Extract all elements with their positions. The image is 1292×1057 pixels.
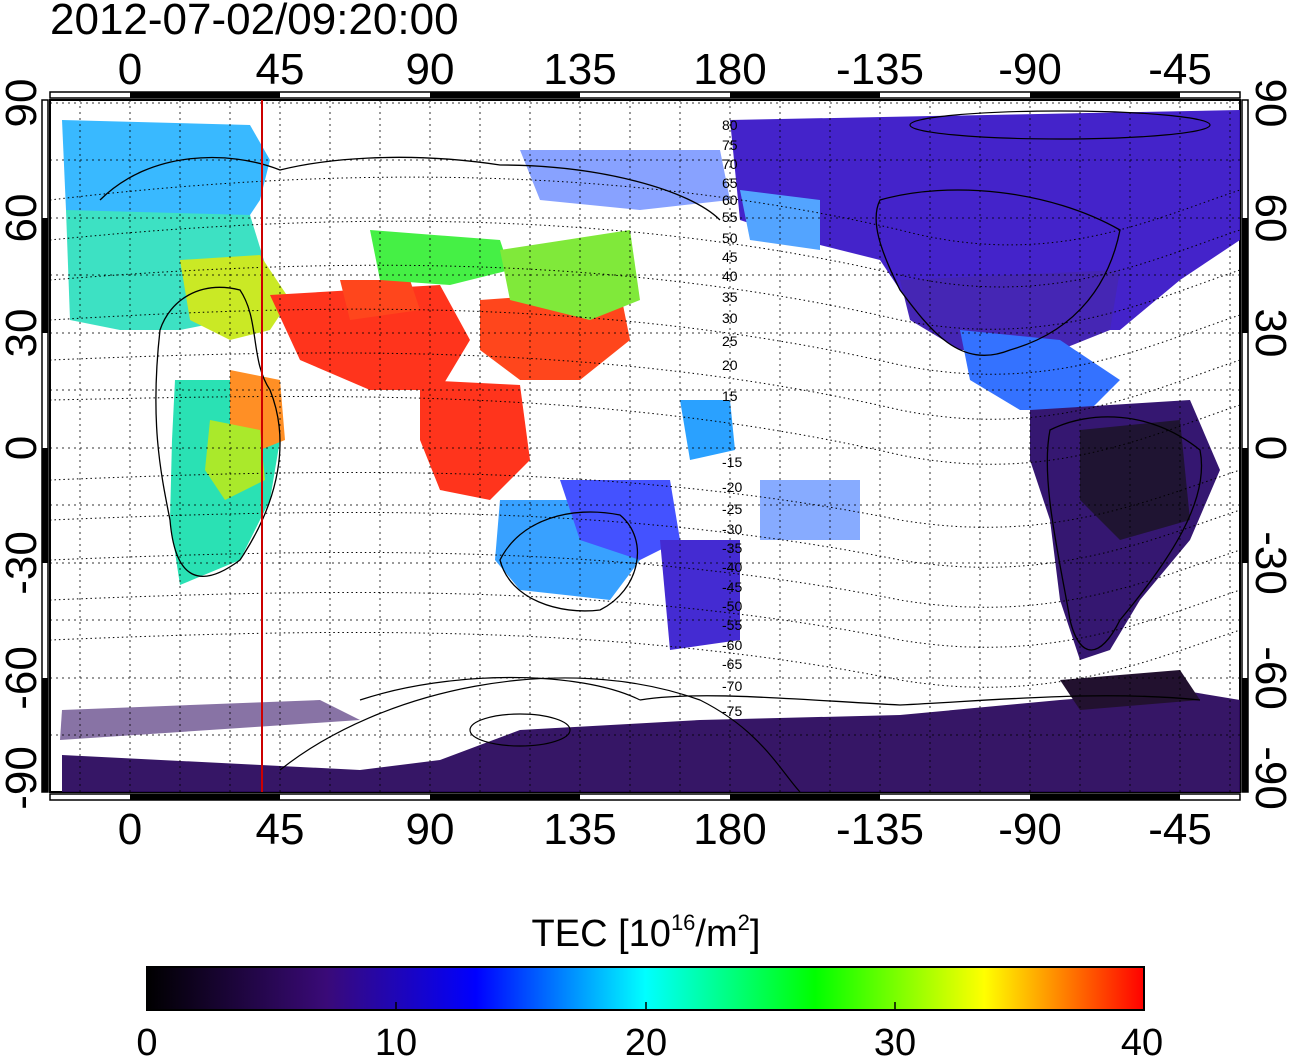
colorbar-tick: 20 [625, 1022, 667, 1057]
contour-label: 30 [722, 310, 738, 326]
top-longitude-ticks: 0 45 90 135 180 -135 -90 -45 [118, 45, 1212, 94]
left-lat-tick: 60 [0, 194, 46, 243]
contour-label: -35 [722, 540, 742, 556]
right-lat-tick: 0 [1246, 436, 1292, 460]
contour-label: -60 [722, 637, 742, 653]
top-lon-tick: 0 [118, 45, 142, 94]
contour-label: 40 [722, 268, 738, 284]
coastlines [99, 156, 1203, 706]
contour-label: -70 [722, 678, 742, 694]
colorbar-title-main: TEC [10 [532, 913, 671, 955]
left-lat-tick: 90 [0, 79, 46, 128]
colorbar-title: TEC [1016/m2] [532, 910, 761, 955]
colorbar-tick: 40 [1121, 1022, 1163, 1057]
graticule [50, 100, 1240, 792]
left-latitude-ticks: 90 60 30 0 -30 -60 -90 [0, 79, 46, 810]
contour-label: 80 [722, 117, 738, 133]
colorbar-title-exp1: 16 [671, 910, 695, 935]
left-lat-tick: -60 [0, 646, 46, 710]
bottom-lon-tick: 45 [256, 805, 305, 854]
contour-label: -65 [722, 656, 742, 672]
bottom-lon-tick: 90 [406, 805, 455, 854]
top-lon-tick: -45 [1148, 45, 1212, 94]
axis-strips [41, 91, 1249, 801]
contour-label: -25 [722, 501, 742, 517]
plot-title: 2012-07-02/09:20:00 [50, 0, 459, 44]
bottom-lon-tick: -90 [998, 805, 1062, 854]
left-lat-tick: 0 [0, 436, 46, 460]
contour-label: -75 [722, 703, 742, 719]
contour-labels: 80 75 70 65 60 55 50 45 40 35 30 25 20 1… [722, 117, 742, 719]
left-lat-tick: 30 [0, 309, 46, 358]
geomagnetic-pole-contours [279, 110, 1211, 792]
contour-label: 70 [722, 156, 738, 172]
contour-label: -40 [722, 559, 742, 575]
bottom-lon-tick: 180 [693, 805, 766, 854]
colorbar: TEC [1016/m2] 0 10 20 30 40 [136, 910, 1163, 1057]
contour-label: -45 [722, 579, 742, 595]
colorbar-tick: 10 [375, 1022, 417, 1057]
contour-label: 35 [722, 289, 738, 305]
bottom-lon-tick: -135 [836, 805, 924, 854]
top-lon-tick: -135 [836, 45, 924, 94]
right-lat-tick: -60 [1246, 646, 1292, 710]
contour-label: -30 [722, 521, 742, 537]
contour-label: 25 [722, 333, 738, 349]
contour-label: 45 [722, 249, 738, 265]
colorbar-tickmarks [395, 1002, 896, 1010]
top-lon-tick: 135 [543, 45, 616, 94]
contour-label: 60 [722, 192, 738, 208]
map-panel: 80 75 70 65 60 55 50 45 40 35 30 25 20 1… [0, 45, 1292, 854]
contour-label: -15 [722, 454, 742, 470]
left-lat-tick: -30 [0, 531, 46, 595]
bottom-longitude-ticks: 0 45 90 135 180 -135 -90 -45 [118, 805, 1212, 854]
top-lon-tick: 45 [256, 45, 305, 94]
bottom-lon-tick: 135 [543, 805, 616, 854]
right-lat-tick: -90 [1246, 746, 1292, 810]
colorbar-tick: 0 [136, 1022, 157, 1057]
bottom-lon-tick: -45 [1148, 805, 1212, 854]
top-lon-tick: 90 [406, 45, 455, 94]
colorbar-title-mid: /m [695, 913, 737, 955]
magnetic-latitude-contours [50, 176, 1240, 688]
colorbar-title-exp2: 2 [738, 910, 750, 935]
right-lat-tick: -30 [1246, 531, 1292, 595]
contour-label: 65 [722, 175, 738, 191]
top-lon-tick: 180 [693, 45, 766, 94]
right-lat-tick: 30 [1246, 309, 1292, 358]
contour-label: 20 [722, 357, 738, 373]
colorbar-title-end: ] [750, 913, 761, 955]
contour-label: 50 [722, 230, 738, 246]
top-lon-tick: -90 [998, 45, 1062, 94]
contour-label: -55 [722, 617, 742, 633]
right-lat-tick: 90 [1246, 79, 1292, 128]
right-lat-tick: 60 [1246, 194, 1292, 243]
contour-label: -20 [722, 479, 742, 495]
colorbar-tick: 30 [874, 1022, 916, 1057]
contour-label: 75 [722, 137, 738, 153]
left-lat-tick: -90 [0, 746, 46, 810]
contour-label: 15 [722, 388, 738, 404]
contour-label: -50 [722, 598, 742, 614]
contour-label: 55 [722, 209, 738, 225]
right-latitude-ticks: 90 60 30 0 -30 -60 -90 [1246, 79, 1292, 810]
bottom-lon-tick: 0 [118, 805, 142, 854]
